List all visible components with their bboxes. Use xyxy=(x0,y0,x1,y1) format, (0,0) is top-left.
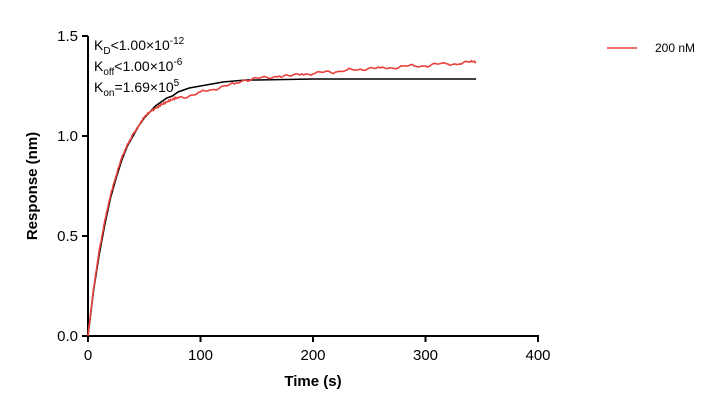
y-tick-label: 0.5 xyxy=(57,228,78,245)
y-tick-label: 1.0 xyxy=(57,128,78,145)
annotation-koff: Koff<1.00×10-6 xyxy=(94,57,183,78)
y-axis-title: Response (nm) xyxy=(24,132,41,240)
legend: 200 nM xyxy=(607,41,695,55)
x-axis-title: Time (s) xyxy=(284,373,341,390)
annotation-kon: Kon=1.69×105 xyxy=(94,78,180,99)
x-tick-label: 0 xyxy=(84,347,92,364)
y-tick-label: 0.0 xyxy=(57,328,78,345)
fit-curve xyxy=(87,78,477,337)
x-tick-label: 200 xyxy=(300,347,325,364)
tick-labels: 0 100 200 300 400 0.0 0.5 1.0 1.5 xyxy=(57,28,550,364)
x-tick-label: 300 xyxy=(413,347,438,364)
annotation-kd: KD<1.00×10-12 xyxy=(94,36,185,57)
y-tick-label: 1.5 xyxy=(57,28,78,45)
x-tick-label: 400 xyxy=(525,347,550,364)
series-line-200nm xyxy=(87,59,477,337)
ticks xyxy=(82,35,539,342)
x-tick-label: 100 xyxy=(188,347,213,364)
legend-label-200nm: 200 nM xyxy=(655,41,695,55)
